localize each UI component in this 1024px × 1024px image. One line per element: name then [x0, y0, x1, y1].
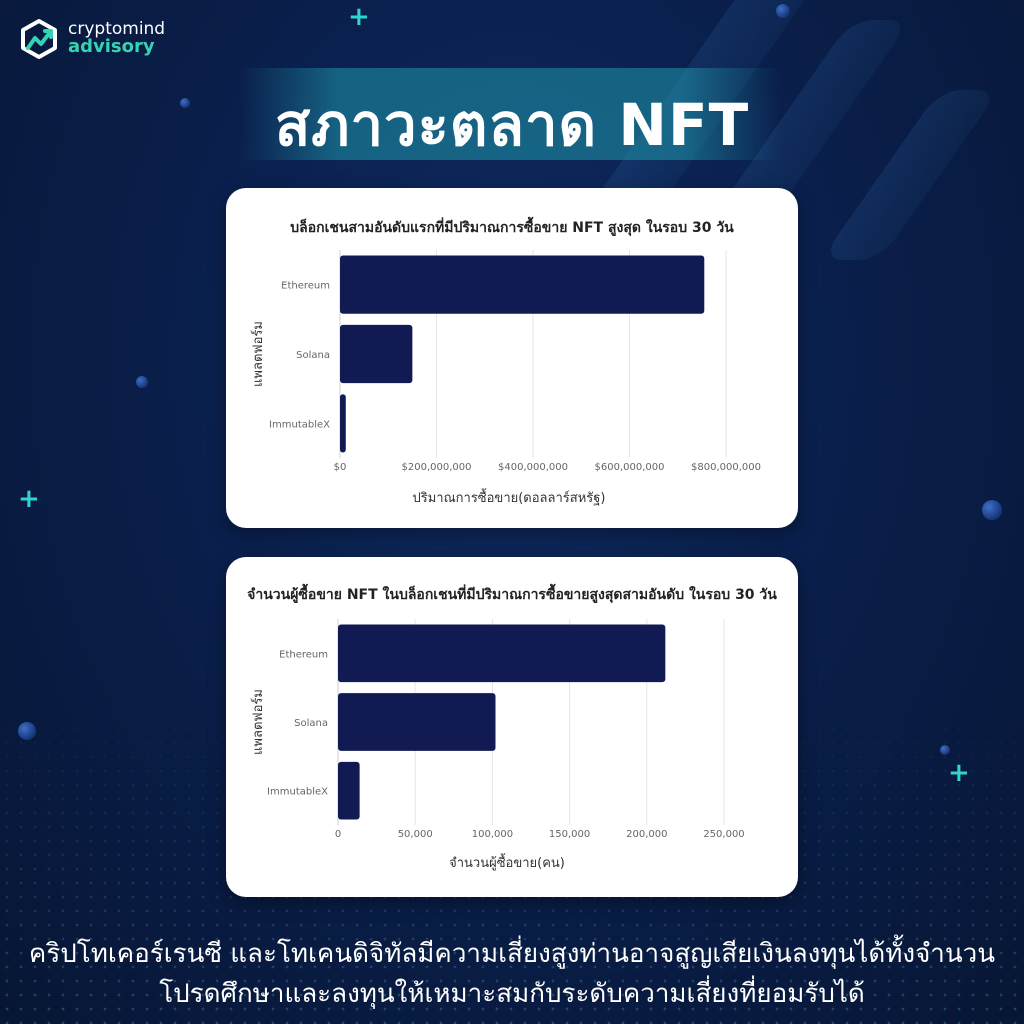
x-tick-label: $400,000,000 [498, 462, 568, 473]
decorative-orb [136, 376, 148, 388]
x-tick-label: 150,000 [549, 829, 590, 840]
decorative-orb [776, 4, 790, 18]
x-tick-label: $600,000,000 [595, 462, 665, 473]
brand-name-line2: advisory [68, 36, 155, 58]
bar-ethereum [340, 255, 705, 314]
brand-logo: cryptomind advisory [20, 18, 165, 60]
y-category-label: Ethereum [281, 281, 330, 292]
x-tick-label: 100,000 [472, 829, 513, 840]
x-tick-label: 0 [335, 829, 341, 840]
chart-title: บล็อกเชนสามอันดับแรกที่มีปริมาณการซื้อขา… [290, 216, 734, 236]
plus-sparkle-icon: + [948, 758, 970, 788]
x-axis-title: จำนวนผู้ซื้อขาย(คน) [449, 853, 565, 871]
decorative-orb [180, 98, 190, 108]
disclaimer-line2: โปรดศึกษาและลงทุนให้เหมาะสมกับระดับความเ… [159, 979, 865, 1009]
chart-card-traders: จำนวนผู้ซื้อขาย NFT ในบล็อกเชนที่มีปริมา… [226, 557, 798, 897]
x-tick-label: 200,000 [626, 829, 667, 840]
headline-band [240, 68, 780, 160]
bar-immutablex [338, 761, 360, 820]
y-axis-title: แพลตฟอร์ม [250, 321, 266, 387]
chart-title: จำนวนผู้ซื้อขาย NFT ในบล็อกเชนที่มีปริมา… [247, 583, 777, 603]
x-tick-label: 50,000 [398, 829, 433, 840]
y-category-label: ImmutableX [267, 787, 328, 798]
volume-bar-chart: บล็อกเชนสามอันดับแรกที่มีปริมาณการซื้อขา… [250, 216, 761, 506]
bar-solana [338, 693, 496, 751]
risk-disclaimer: คริปโทเคอร์เรนซี และโทเคนดิจิทัลมีความเส… [0, 934, 1024, 1014]
x-tick-label: 250,000 [703, 829, 744, 840]
bar-ethereum [338, 624, 666, 683]
decorative-orb [982, 500, 1002, 520]
decorative-orb [18, 722, 36, 740]
y-category-label: Ethereum [279, 649, 328, 660]
chart-card-volume: บล็อกเชนสามอันดับแรกที่มีปริมาณการซื้อขา… [226, 188, 798, 528]
disclaimer-line1: คริปโทเคอร์เรนซี และโทเคนดิจิทัลมีความเส… [28, 939, 996, 969]
decorative-orb [940, 745, 950, 755]
bar-immutablex [340, 394, 346, 453]
page-title: สภาวะตลาด NFT [274, 91, 750, 159]
bar-solana [340, 324, 413, 384]
traders-bar-chart: จำนวนผู้ซื้อขาย NFT ในบล็อกเชนที่มีปริมา… [247, 583, 777, 871]
y-category-label: Solana [296, 350, 330, 361]
x-tick-label: $800,000,000 [691, 462, 761, 473]
x-tick-label: $200,000,000 [402, 462, 472, 473]
brand-name-line1: cryptomind [68, 18, 166, 39]
x-axis-title: ปริมาณการซื้อขาย(ดอลลาร์สหรัฐ) [412, 488, 605, 506]
brand-hexagon-icon [21, 19, 57, 59]
y-category-label: Solana [294, 718, 328, 729]
plus-sparkle-icon: + [348, 2, 370, 32]
x-tick-label: $0 [334, 462, 347, 473]
y-axis-title: แพลตฟอร์ม [250, 689, 266, 755]
y-category-label: ImmutableX [269, 419, 330, 430]
plus-sparkle-icon: + [18, 484, 40, 514]
